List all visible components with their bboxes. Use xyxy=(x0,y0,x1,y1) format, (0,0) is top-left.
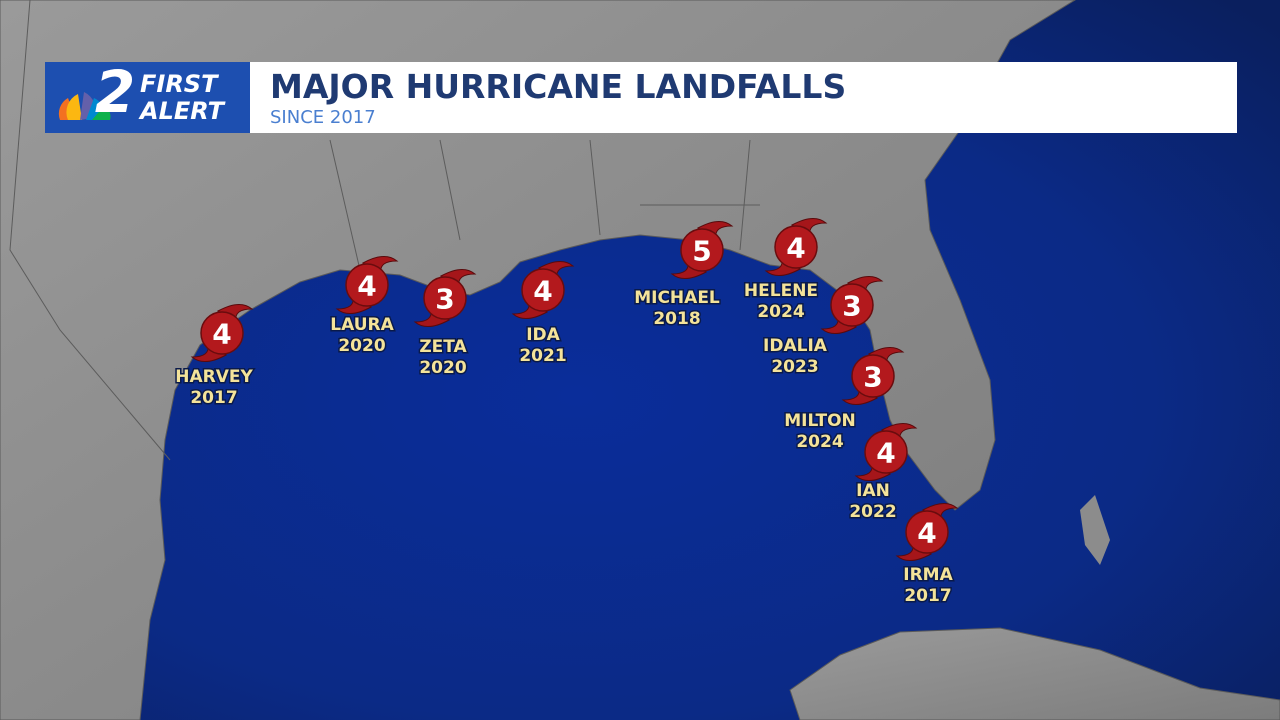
category-number: 5 xyxy=(692,235,711,268)
storm-name: IDA xyxy=(526,325,560,345)
category-number: 4 xyxy=(917,517,936,550)
storm-name: MICHAEL xyxy=(634,288,720,308)
storm-name: ZETA xyxy=(419,337,467,357)
storm-name: IRMA xyxy=(903,565,953,585)
storm-year: 2024 xyxy=(796,432,843,452)
category-number: 4 xyxy=(357,270,376,303)
storm-year: 2023 xyxy=(771,357,818,377)
storm-year: 2020 xyxy=(338,336,385,356)
storm-year: 2021 xyxy=(519,346,566,366)
border-line xyxy=(9,0,171,461)
storm-name: HARVEY xyxy=(175,367,253,387)
storm-year: 2017 xyxy=(190,388,237,408)
storm-year: 2020 xyxy=(419,358,466,378)
hurricane-icon xyxy=(680,228,724,272)
hurricane-marker: 3 xyxy=(841,347,905,405)
logo-text: ALERT xyxy=(138,97,226,125)
hurricane-icon xyxy=(830,283,874,327)
category-number: 3 xyxy=(863,361,882,394)
hurricane-icon xyxy=(345,263,389,307)
hurricane-marker: 3 xyxy=(413,269,477,327)
storm-year: 2018 xyxy=(653,309,700,329)
hurricane-marker: 4 xyxy=(764,218,828,276)
hurricane-icon xyxy=(521,268,565,312)
hurricane-icon xyxy=(774,225,818,269)
peacock-icon xyxy=(58,92,111,120)
land-cuba xyxy=(789,627,1280,720)
category-number: 4 xyxy=(786,232,805,265)
storm-name: MILTON xyxy=(784,411,856,431)
storm-name: LAURA xyxy=(330,315,394,335)
storm-name: HELENE xyxy=(744,281,818,301)
border-line xyxy=(329,139,760,271)
hurricane-icon xyxy=(851,354,895,398)
storm-year: 2022 xyxy=(849,502,896,522)
category-number: 3 xyxy=(842,290,861,323)
storm-year: 2024 xyxy=(757,302,804,322)
hurricane-marker: 4 xyxy=(511,261,575,319)
storm-name: IAN xyxy=(856,481,890,501)
category-number: 4 xyxy=(533,275,552,308)
hurricane-icon xyxy=(864,430,908,474)
logo-number: 2 xyxy=(95,58,135,126)
hurricane-marker: 5 xyxy=(670,221,734,279)
storm-year: 2017 xyxy=(904,586,951,606)
hurricane-marker: 3 xyxy=(820,276,884,334)
hurricane-marker: 4 xyxy=(854,423,918,481)
hurricane-icon xyxy=(200,311,244,355)
category-number: 4 xyxy=(876,437,895,470)
logo-box xyxy=(45,62,250,133)
category-number: 3 xyxy=(435,283,454,316)
hurricane-icon xyxy=(905,510,949,554)
category-number: 4 xyxy=(212,318,231,351)
hurricane-marker: 4 xyxy=(335,256,399,314)
subtitle: SINCE 2017 xyxy=(270,107,376,128)
land-bahamas xyxy=(1080,495,1110,565)
logo-text: FIRST xyxy=(140,70,219,98)
title: MAJOR HURRICANE LANDFALLS xyxy=(270,67,846,106)
hurricane-marker: 4 xyxy=(895,503,959,561)
hurricane-marker: 4 xyxy=(190,304,254,362)
borders xyxy=(9,0,760,461)
hurricane-icon xyxy=(423,276,467,320)
storm-name: IDALIA xyxy=(763,336,828,356)
